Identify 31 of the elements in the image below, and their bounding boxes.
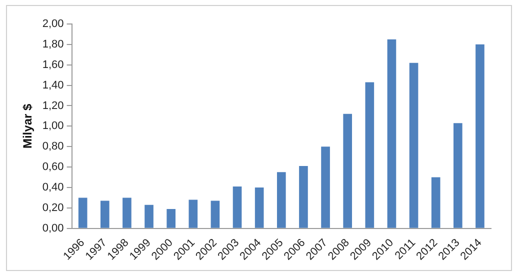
bar — [409, 62, 418, 228]
bar — [232, 186, 242, 228]
bar — [431, 177, 440, 228]
y-tick-label: 0,20 — [42, 202, 64, 214]
bar — [144, 204, 154, 228]
bar — [100, 200, 110, 228]
y-tick-label: 1,80 — [42, 38, 64, 50]
y-tick-label: 1,20 — [42, 100, 64, 112]
bar — [210, 200, 220, 228]
y-axis-title: Milyar $ — [20, 104, 35, 149]
bar — [78, 198, 88, 228]
y-tick-label: 1,60 — [42, 58, 64, 71]
bar — [122, 198, 132, 228]
y-tick-label: 1,00 — [42, 120, 64, 132]
bar — [188, 200, 198, 228]
y-tick-label: 0,40 — [42, 182, 64, 194]
y-tick-label: 0,80 — [42, 140, 64, 153]
y-tick-label: 1,40 — [42, 79, 64, 92]
bar — [321, 146, 330, 228]
bar — [254, 187, 264, 228]
y-tick-label: 2,00 — [42, 18, 64, 30]
bar — [166, 208, 176, 228]
bar — [476, 44, 484, 228]
bar — [387, 39, 396, 228]
y-tick-label: 0,60 — [42, 161, 64, 174]
bar — [276, 172, 286, 228]
bar — [299, 166, 308, 228]
bar — [365, 82, 374, 228]
bar — [453, 123, 462, 228]
y-tick-label: 0,00 — [42, 222, 64, 234]
bar — [343, 114, 352, 228]
